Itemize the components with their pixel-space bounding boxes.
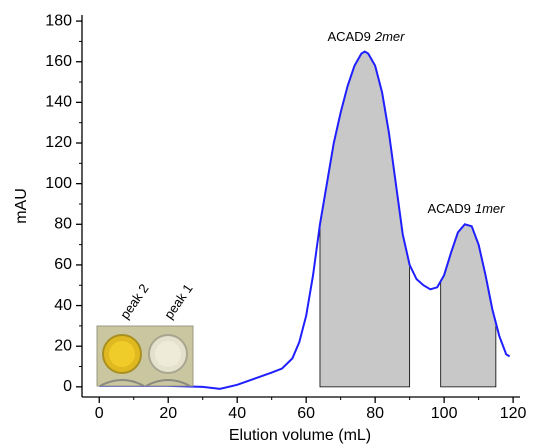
y-tick-label: 120 bbox=[45, 134, 72, 151]
y-tick-label: 40 bbox=[54, 297, 72, 314]
x-tick-label: 120 bbox=[500, 405, 527, 422]
x-tick-label: 40 bbox=[228, 405, 246, 422]
x-tick-label: 100 bbox=[431, 405, 458, 422]
shaded-fraction bbox=[319, 51, 411, 388]
annotation-text: ACAD9 bbox=[328, 29, 371, 44]
annotation-text: ACAD9 bbox=[428, 201, 471, 216]
y-tick-label: 0 bbox=[63, 378, 72, 395]
inset-photo bbox=[96, 325, 194, 387]
y-tick-label: 80 bbox=[54, 216, 72, 233]
plot-area: 0 20 40 60 80 100 120 140 160 180 0 20 40 60 80 100 120 A… bbox=[45, 12, 526, 422]
y-tick-label: 100 bbox=[45, 175, 72, 192]
y-tick-label: 160 bbox=[45, 53, 72, 70]
inset-label: peak 1 bbox=[161, 281, 196, 322]
annotation-italic: 1mer bbox=[475, 201, 505, 216]
x-axis-label: Elution volume (mL) bbox=[229, 427, 371, 444]
y-tick-label: 140 bbox=[45, 94, 72, 111]
x-tick-label: 80 bbox=[366, 405, 384, 422]
y-tick-label: 20 bbox=[54, 337, 72, 354]
shaded-fraction bbox=[440, 223, 497, 388]
x-tick-label: 20 bbox=[159, 405, 177, 422]
peak-annotation: ACAD9 2mer bbox=[328, 29, 406, 44]
y-tick-label: 60 bbox=[54, 256, 72, 273]
y-tick-label: 180 bbox=[45, 12, 72, 29]
chromatogram-line bbox=[99, 50, 511, 390]
annotation-italic: 2mer bbox=[374, 29, 405, 44]
y-axis-label: mAU bbox=[13, 188, 30, 224]
x-tick-label: 0 bbox=[95, 405, 104, 422]
inset-label: peak 2 bbox=[117, 281, 152, 322]
x-tick-label: 60 bbox=[297, 405, 315, 422]
peak-annotation: ACAD9 1mer bbox=[428, 201, 506, 216]
